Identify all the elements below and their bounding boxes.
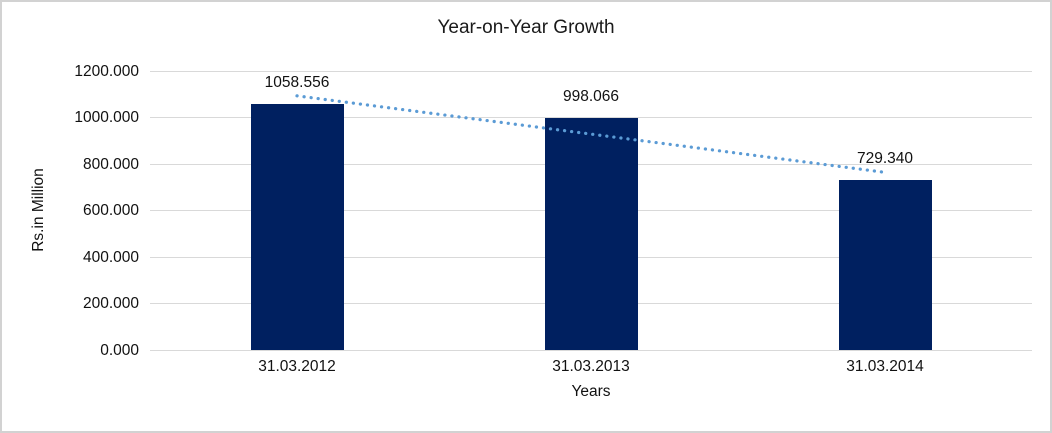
y-tick-label: 200.000 xyxy=(82,295,139,312)
plot-area: 1058.556 998.066 729.340 xyxy=(150,70,1032,351)
bar-value-label: 729.340 xyxy=(856,150,914,168)
bar-31.03.2012 xyxy=(250,103,344,350)
y-tick-label: 0.000 xyxy=(100,341,139,359)
y-tick-label: 400.000 xyxy=(82,248,139,266)
bar-value-label: 998.066 xyxy=(562,87,620,105)
y-tick-label: 800.000 xyxy=(82,155,139,173)
trendline-layer xyxy=(295,94,887,174)
y-tick-label: 1000.000 xyxy=(74,109,139,126)
y-tick-label: 1200.000 xyxy=(74,62,139,80)
bar-value-label: 1058.556 xyxy=(264,73,330,91)
x-axis-title: Years xyxy=(571,383,611,400)
gridline xyxy=(150,349,1032,351)
x-tick-label: 31.03.2014 xyxy=(846,358,924,375)
x-tick-label: 31.03.2012 xyxy=(258,358,336,375)
gridline xyxy=(150,70,1032,72)
gridline xyxy=(150,117,1032,118)
bar-31.03.2014 xyxy=(838,180,932,350)
bar-31.03.2013 xyxy=(544,117,638,350)
x-tick-label: 31.03.2013 xyxy=(552,358,630,375)
chart-title: Year-on-Year Growth xyxy=(437,17,615,38)
y-tick-label: 600.000 xyxy=(82,202,139,219)
trendline xyxy=(295,94,887,174)
